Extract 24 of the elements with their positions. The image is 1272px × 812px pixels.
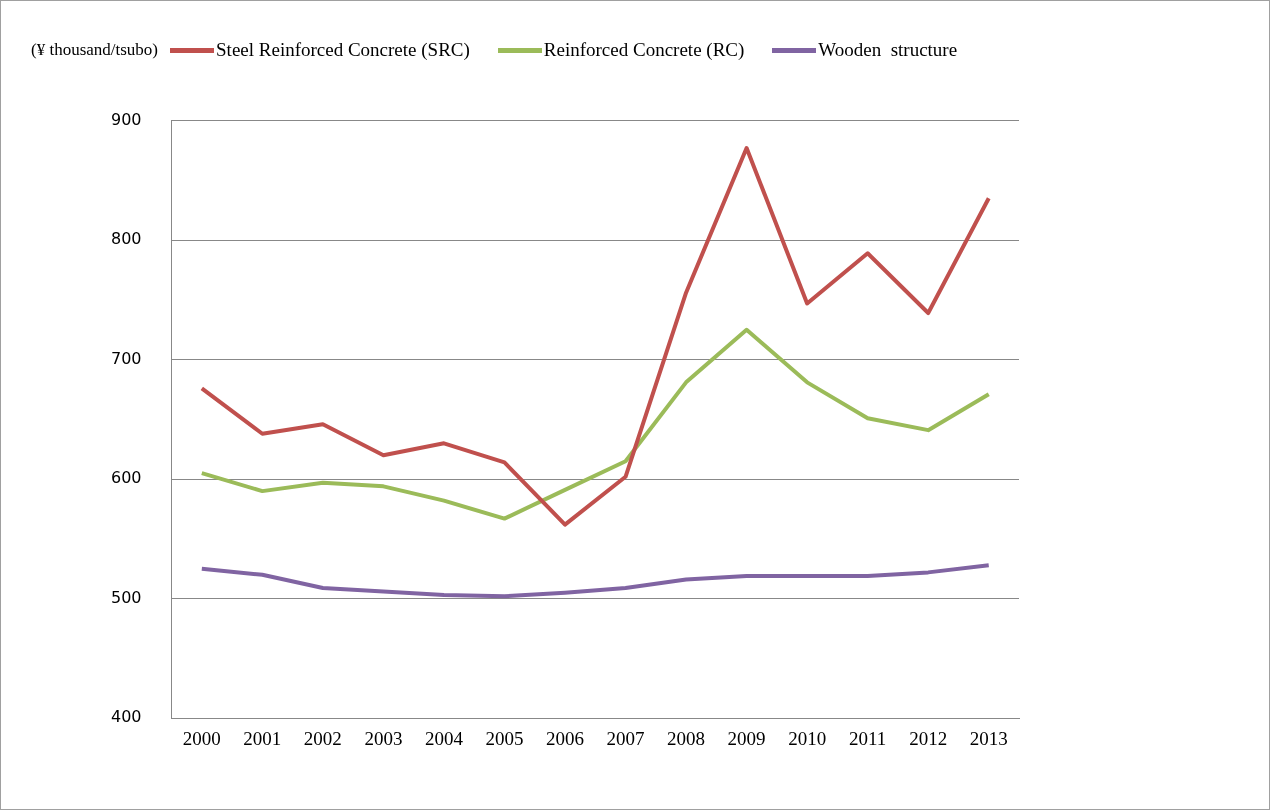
- y-tick-label: 700: [110, 348, 142, 368]
- x-tick-label: 2013: [969, 727, 1008, 749]
- x-tick-label: 2005: [485, 727, 524, 749]
- legend-label: Wooden structure: [818, 39, 958, 61]
- y-tick-label: 600: [110, 468, 142, 488]
- y-axis-title: (¥ thousand/tsubo): [31, 40, 159, 60]
- y-tick-label: 400: [110, 707, 142, 727]
- x-tick-label: 2012: [909, 727, 948, 749]
- x-tick-label: 2007: [606, 727, 645, 749]
- y-tick-label: 900: [110, 109, 142, 129]
- legend-label: Reinforced Concrete (RC): [543, 39, 745, 61]
- x-tick-label: 2008: [667, 727, 706, 749]
- x-tick-label: 2010: [788, 727, 827, 749]
- y-tick-label: 500: [110, 587, 142, 607]
- legend-label: Steel Reinforced Concrete (SRC): [216, 39, 470, 61]
- y-tick-label: 800: [110, 229, 142, 249]
- x-tick-label: 2006: [546, 727, 584, 749]
- x-tick-label: 2000: [182, 727, 221, 749]
- x-tick-label: 2003: [364, 727, 403, 749]
- x-tick-label: 2009: [727, 727, 766, 749]
- x-tick-label: 2002: [303, 727, 342, 749]
- x-tick-label: 2004: [424, 727, 464, 749]
- x-tick-label: 2011: [849, 727, 887, 749]
- x-tick-label: 2001: [243, 727, 282, 749]
